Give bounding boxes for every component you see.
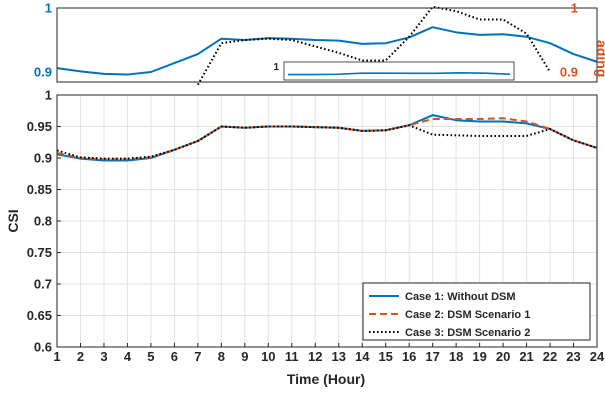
y-tick-label: 0.65: [27, 308, 52, 323]
inset-chart: 1: [273, 61, 515, 81]
x-tick-label: 13: [332, 349, 346, 364]
x-tick-label: 5: [147, 349, 154, 364]
y-tick-label: 1: [45, 88, 52, 103]
legend-label-case-1: Case 1: Without DSM: [405, 291, 516, 303]
legend-label-case-2: Case 2: DSM Scenario 1: [405, 309, 530, 321]
y-axis-label: CSI: [5, 209, 21, 232]
x-tick-label: 8: [218, 349, 225, 364]
top-y-tick-label: 1: [45, 1, 52, 16]
x-tick-label: 20: [496, 349, 510, 364]
x-tick-label: 10: [261, 349, 275, 364]
y-tick-label: 0.7: [34, 277, 52, 292]
top-right-y-tick-label: 1: [571, 1, 578, 16]
top-right-y-tick-label: 0.9: [560, 65, 578, 80]
top-partial-chart: 1 0.9 1 0.9 ading 1: [34, 1, 605, 86]
x-tick-label: 7: [194, 349, 201, 364]
top-right-ylabel: ading: [594, 40, 605, 77]
x-tick-label: 19: [472, 349, 486, 364]
y-tick-label: 0.85: [27, 182, 52, 197]
x-tick-label: 12: [308, 349, 322, 364]
x-tick-label: 3: [100, 349, 107, 364]
main-chart: 1 2 3 4 5 6 7 8 9 10 11 12 13 14 15 16 17 18 19 20 21 22 23 241…: [5, 88, 605, 388]
legend-box: [362, 282, 591, 341]
x-tick-label: 1: [53, 349, 60, 364]
x-tick-label: 9: [241, 349, 248, 364]
x-tick-label: 6: [171, 349, 178, 364]
legend: Case 1: Without DSM Case 2: DSM Scenario …: [362, 282, 591, 341]
y-tick-label: 0.75: [27, 245, 52, 260]
x-tick-label: 4: [124, 349, 132, 364]
x-tick-label: 11: [285, 349, 299, 364]
top-series-line-1: [56, 26, 598, 76]
inset-tick-label: 1: [273, 62, 279, 73]
x-tick-label: 16: [402, 349, 416, 364]
x-tick-label: 22: [543, 349, 557, 364]
x-tick-label: 18: [449, 349, 463, 364]
x-axis-label: Time (Hour): [287, 371, 365, 387]
y-tick-label: 0.95: [27, 119, 52, 134]
series-line-case-3: [56, 124, 598, 160]
y-tick-label: 0.8: [34, 214, 52, 229]
y-tick-label: 0.9: [34, 151, 52, 166]
x-tick-label: 15: [378, 349, 392, 364]
inset-frame: [283, 61, 515, 81]
x-tick-label: 14: [355, 349, 370, 364]
top-plot-frame: [56, 7, 598, 83]
x-tick-label: 24: [590, 349, 605, 364]
x-tick-label: 2: [77, 349, 84, 364]
x-tick-label: 23: [566, 349, 580, 364]
series-line-case-2: [56, 117, 598, 161]
inset-series-line: [288, 71, 511, 76]
y-tick-label: 0.6: [34, 340, 52, 355]
x-tick-label: 21: [519, 349, 533, 364]
top-y-tick-label: 0.9: [34, 65, 52, 80]
legend-label-case-3: Case 3: DSM Scenario 2: [405, 327, 530, 339]
x-tick-label: 17: [425, 349, 439, 364]
